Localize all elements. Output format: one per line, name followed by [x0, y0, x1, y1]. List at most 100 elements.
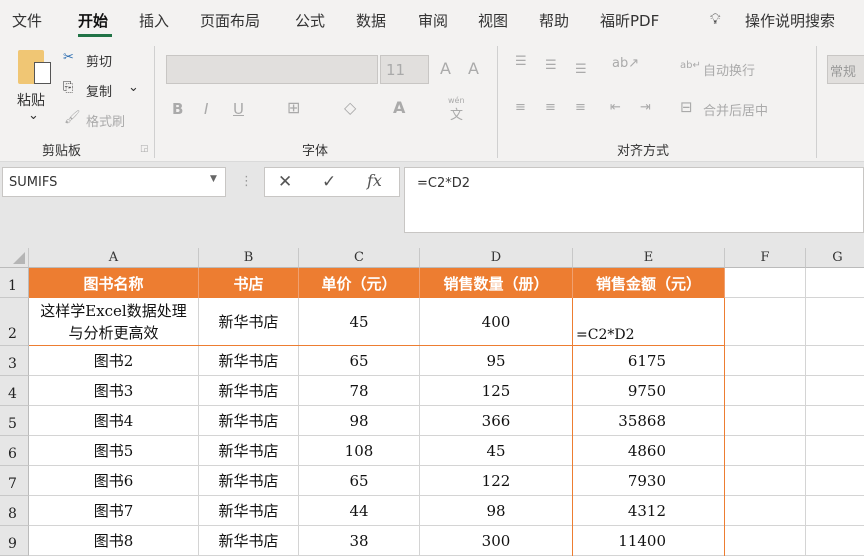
- cell[interactable]: 新华书店: [199, 466, 299, 496]
- cell[interactable]: [725, 346, 806, 376]
- cell[interactable]: 45: [299, 298, 420, 346]
- cell[interactable]: 125: [420, 376, 573, 406]
- cell[interactable]: 新华书店: [199, 496, 299, 526]
- cut-button[interactable]: 剪切: [86, 55, 113, 70]
- tab-formulas[interactable]: 公式: [295, 12, 326, 30]
- editing-cell[interactable]: =C2*D2: [573, 298, 725, 346]
- align-right-icon[interactable]: ≡: [575, 100, 586, 115]
- row-header-3[interactable]: 3: [0, 346, 29, 376]
- row-header-1[interactable]: 1: [0, 268, 29, 298]
- header-cell[interactable]: 书店: [199, 268, 299, 298]
- tab-view[interactable]: 视图: [478, 12, 509, 30]
- tab-review[interactable]: 审阅: [418, 12, 449, 30]
- formula-input[interactable]: =C2*D2: [404, 167, 864, 233]
- align-bottom-icon[interactable]: ☰: [575, 62, 587, 77]
- tab-data[interactable]: 数据: [356, 12, 387, 30]
- name-box-dropdown-icon[interactable]: ▼: [210, 174, 217, 184]
- cell[interactable]: [806, 346, 864, 376]
- cell[interactable]: [806, 298, 864, 346]
- decrease-indent-icon[interactable]: ⇤: [610, 100, 621, 115]
- column-header-D[interactable]: D: [420, 248, 573, 268]
- cell[interactable]: [725, 406, 806, 436]
- cell[interactable]: [725, 436, 806, 466]
- tab-foxit-pdf[interactable]: 福昕PDF: [600, 12, 660, 30]
- column-header-A[interactable]: A: [29, 248, 199, 268]
- font-color-button[interactable]: A: [393, 98, 406, 117]
- enter-button[interactable]: ✓: [322, 172, 337, 192]
- fill-color-icon[interactable]: ◇: [344, 98, 357, 117]
- cell[interactable]: 65: [299, 346, 420, 376]
- cell[interactable]: [806, 466, 864, 496]
- cell[interactable]: 新华书店: [199, 346, 299, 376]
- tell-me-search[interactable]: 操作说明搜索: [745, 12, 836, 30]
- cell[interactable]: 98: [420, 496, 573, 526]
- align-center-icon[interactable]: ≡: [545, 100, 556, 115]
- cell[interactable]: 6175: [573, 346, 725, 376]
- cell[interactable]: 400: [420, 298, 573, 346]
- cell[interactable]: 108: [299, 436, 420, 466]
- borders-icon[interactable]: ⊞: [287, 98, 301, 117]
- cell[interactable]: 9750: [573, 376, 725, 406]
- row-header-6[interactable]: 6: [0, 436, 29, 466]
- cell[interactable]: 4860: [573, 436, 725, 466]
- select-all-corner[interactable]: [0, 248, 29, 268]
- name-box[interactable]: SUMIFS: [2, 167, 226, 197]
- cell[interactable]: 新华书店: [199, 406, 299, 436]
- tab-page-layout[interactable]: 页面布局: [200, 12, 261, 30]
- cell[interactable]: 图书3: [29, 376, 199, 406]
- orientation-icon[interactable]: ab↗: [612, 56, 640, 71]
- dialog-launcher-icon[interactable]: ◲: [140, 144, 149, 154]
- column-header-B[interactable]: B: [199, 248, 299, 268]
- cell[interactable]: 图书4: [29, 406, 199, 436]
- row-header-4[interactable]: 4: [0, 376, 29, 406]
- cell[interactable]: 300: [420, 526, 573, 556]
- font-size-select[interactable]: 11: [380, 55, 429, 84]
- increase-indent-icon[interactable]: ⇥: [640, 100, 651, 115]
- column-header-G[interactable]: G: [806, 248, 864, 268]
- align-left-icon[interactable]: ≡: [515, 100, 526, 115]
- cell[interactable]: [725, 496, 806, 526]
- cell[interactable]: 122: [420, 466, 573, 496]
- cell[interactable]: 图书7: [29, 496, 199, 526]
- cell[interactable]: 95: [420, 346, 573, 376]
- tab-help[interactable]: 帮助: [539, 12, 570, 30]
- cell[interactable]: [725, 526, 806, 556]
- cell[interactable]: 98: [299, 406, 420, 436]
- cell[interactable]: [725, 268, 806, 298]
- tab-insert[interactable]: 插入: [139, 12, 170, 30]
- tab-file[interactable]: 文件: [12, 12, 43, 30]
- number-format-select[interactable]: 常规: [827, 55, 864, 84]
- cell[interactable]: 44: [299, 496, 420, 526]
- bold-button[interactable]: B: [172, 100, 184, 118]
- cell[interactable]: [725, 466, 806, 496]
- header-cell[interactable]: 销售数量（册）: [420, 268, 573, 298]
- cell[interactable]: 图书5: [29, 436, 199, 466]
- row-header-7[interactable]: 7: [0, 466, 29, 496]
- copy-button[interactable]: 复制: [86, 85, 113, 100]
- header-cell[interactable]: 销售金额（元）: [573, 268, 725, 298]
- cell[interactable]: [806, 436, 864, 466]
- cell[interactable]: 38: [299, 526, 420, 556]
- column-header-F[interactable]: F: [725, 248, 806, 268]
- row-header-2[interactable]: 2: [0, 298, 29, 346]
- cell[interactable]: 366: [420, 406, 573, 436]
- underline-button[interactable]: U: [233, 100, 244, 118]
- cell[interactable]: 35868: [573, 406, 725, 436]
- cell[interactable]: 新华书店: [199, 436, 299, 466]
- cell[interactable]: 图书8: [29, 526, 199, 556]
- cell[interactable]: 新华书店: [199, 376, 299, 406]
- header-cell[interactable]: 图书名称: [29, 268, 199, 298]
- font-name-select[interactable]: [166, 55, 378, 84]
- cell[interactable]: [725, 376, 806, 406]
- cell[interactable]: 65: [299, 466, 420, 496]
- cell[interactable]: [725, 298, 806, 346]
- italic-button[interactable]: I: [204, 100, 209, 118]
- align-top-icon[interactable]: ☰: [515, 54, 527, 69]
- paste-button[interactable]: 粘贴: [17, 93, 45, 109]
- paste-dropdown-icon[interactable]: ⌄: [28, 108, 39, 123]
- phonetic-button[interactable]: 文: [450, 108, 464, 123]
- cell[interactable]: 4312: [573, 496, 725, 526]
- column-header-E[interactable]: E: [573, 248, 725, 268]
- cell[interactable]: [806, 268, 864, 298]
- cell[interactable]: 新华书店: [199, 526, 299, 556]
